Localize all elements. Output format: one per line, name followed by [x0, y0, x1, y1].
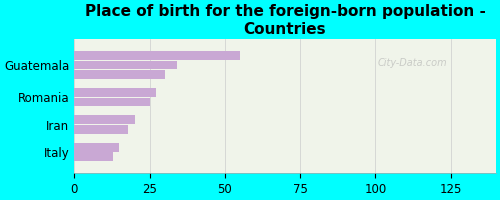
Text: City-Data.com: City-Data.com — [378, 58, 448, 68]
Bar — [74, 70, 164, 79]
Bar — [74, 115, 134, 124]
Bar — [74, 88, 156, 97]
Bar — [74, 98, 150, 106]
Bar — [74, 143, 120, 152]
Bar — [74, 125, 128, 134]
Bar — [74, 152, 114, 161]
Bar — [74, 61, 176, 69]
Title: Place of birth for the foreign-born population -
Countries: Place of birth for the foreign-born popu… — [84, 4, 485, 37]
Bar — [74, 51, 240, 60]
